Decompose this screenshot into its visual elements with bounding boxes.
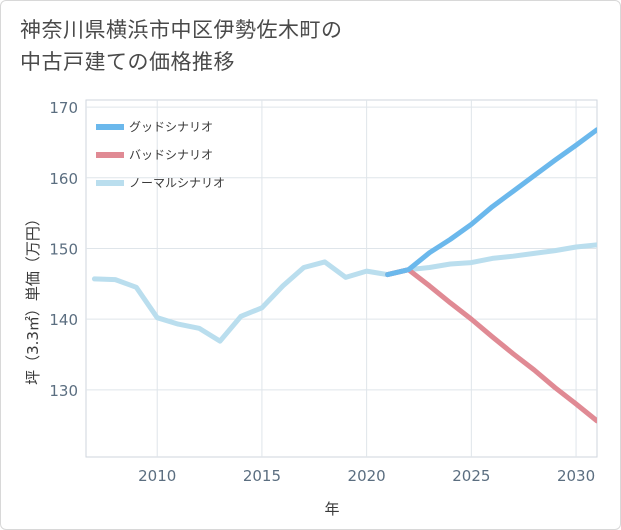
y-axis-ticks: 130 140 150 160 170 (49, 99, 78, 400)
grid-lines (86, 100, 597, 457)
series-line-good (385, 127, 597, 278)
y-tick-label: 170 (49, 99, 78, 117)
chart-title-line-2: 中古戸建ての価格推移 (20, 50, 235, 74)
chart-title: 神奈川県横浜市中区伊勢佐木町の 中古戸建ての価格推移 (20, 14, 343, 78)
legend-label: ノーマルシナリオ (129, 176, 225, 190)
plot-area (85, 99, 598, 458)
series-lines (91, 127, 597, 424)
y-tick-label: 160 (49, 170, 78, 188)
x-tick-label: 2020 (348, 467, 386, 485)
series-line-bad (385, 267, 597, 424)
x-axis-ticks: 2010 2015 2020 2025 2030 (138, 467, 595, 485)
y-tick-label: 130 (49, 382, 78, 400)
y-tick-label: 140 (49, 311, 78, 329)
legend-label: バッドシナリオ (129, 148, 213, 162)
legend-label: グッドシナリオ (129, 120, 213, 134)
chart-title-line-1: 神奈川県横浜市中区伊勢佐木町の (20, 18, 343, 42)
x-axis-label: 年 (324, 500, 339, 518)
x-tick-label: 2030 (557, 467, 595, 485)
y-tick-label: 150 (49, 240, 78, 258)
series-line-normal (91, 242, 597, 344)
y-axis-label: 坪（3.3㎡）単価（万円） (24, 211, 42, 385)
x-tick-label: 2015 (243, 467, 281, 485)
x-tick-label: 2010 (138, 467, 176, 485)
x-tick-label: 2025 (452, 467, 490, 485)
